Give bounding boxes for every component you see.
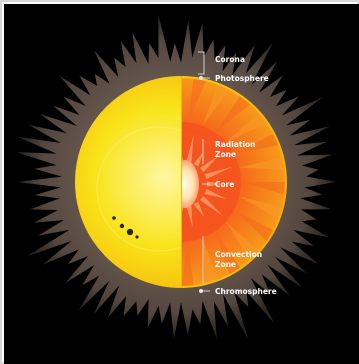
convection-cells bbox=[181, 78, 285, 286]
radiation-spike bbox=[200, 196, 224, 217]
sunspot-group bbox=[112, 216, 139, 239]
radiation-spike bbox=[204, 166, 232, 179]
label-radiation-zone: Radiation Zone bbox=[215, 140, 258, 159]
convection-cell bbox=[225, 113, 267, 143]
convection-cell bbox=[239, 157, 285, 170]
convection-cell bbox=[215, 96, 250, 133]
cutaway-interior bbox=[181, 76, 285, 288]
convection-cell bbox=[188, 78, 206, 123]
radiation-spike bbox=[186, 134, 194, 163]
radiation-spike bbox=[193, 151, 204, 167]
core bbox=[181, 160, 199, 208]
convection-cell bbox=[202, 238, 218, 283]
convection-cell bbox=[234, 133, 279, 155]
convection-cell bbox=[225, 221, 259, 260]
convection-cell bbox=[202, 84, 230, 126]
leader-lines bbox=[198, 51, 210, 292]
radiation-spike bbox=[200, 155, 219, 172]
convection-cell bbox=[241, 182, 285, 195]
photosphere-marker bbox=[199, 76, 203, 80]
chromosphere-marker bbox=[199, 289, 203, 293]
label-corona: Corona bbox=[215, 55, 245, 64]
label-chromosphere: Chromosphere bbox=[215, 287, 277, 296]
convection-cell bbox=[215, 231, 241, 275]
radiation-spike bbox=[206, 181, 223, 187]
radiation-spike bbox=[204, 189, 227, 199]
convection-cell bbox=[181, 241, 194, 286]
radiation-zone bbox=[181, 122, 241, 242]
convection-cell bbox=[234, 209, 274, 242]
sun-structure-diagram: Corona Photosphere Radiation Zone Core C… bbox=[4, 4, 359, 364]
convection-cell bbox=[239, 196, 282, 219]
label-core: Core bbox=[215, 180, 234, 189]
label-convection-zone: Convection Zone bbox=[215, 250, 265, 269]
label-photosphere: Photosphere bbox=[215, 74, 269, 83]
radiation-spike bbox=[186, 205, 193, 228]
radiation-spike bbox=[193, 201, 204, 217]
